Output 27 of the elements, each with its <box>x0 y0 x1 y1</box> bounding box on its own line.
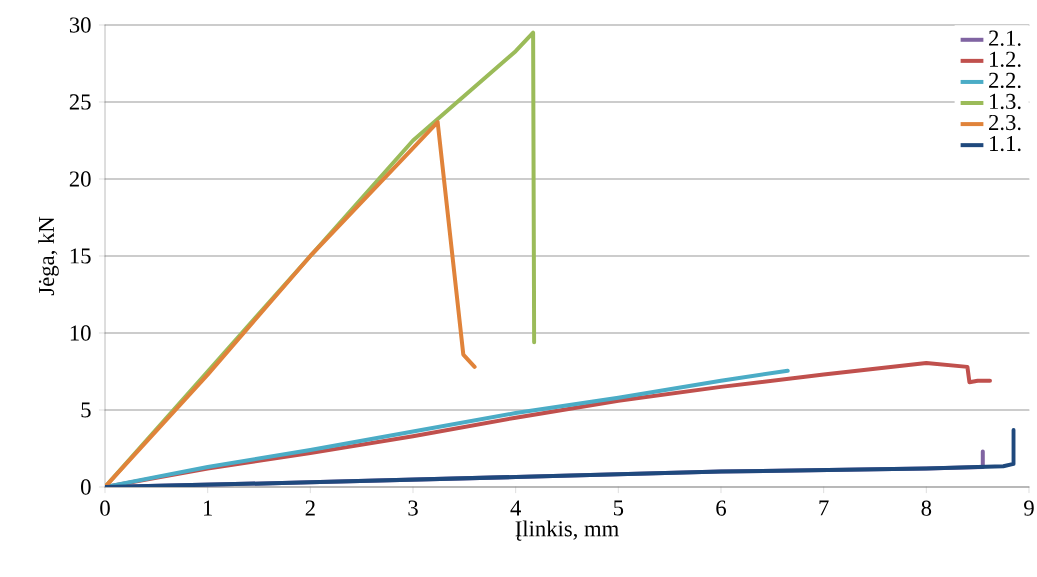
x-tick-label: 3 <box>408 500 418 516</box>
y-tick-label: 0 <box>81 479 91 495</box>
x-tick-label: 8 <box>921 500 932 516</box>
y-tick-label: 30 <box>69 17 91 33</box>
y-tick-label: 20 <box>69 171 91 187</box>
legend-label: 2.2. <box>989 72 1021 89</box>
legend-label: 1.1. <box>990 135 1021 152</box>
y-tick-label: 25 <box>69 94 91 110</box>
x-tick-label: 5 <box>613 500 624 516</box>
line-series <box>105 428 1016 487</box>
x-tick-label: 7 <box>819 500 829 516</box>
x-axis-title: Įlinkis, mm <box>515 520 619 541</box>
legend-label: 2.1. <box>989 30 1021 46</box>
x-tick-label: 2 <box>305 500 315 516</box>
x-tick-label: 0 <box>100 500 110 516</box>
y-axis-title: Jėga, kN <box>38 216 59 296</box>
y-tick-label: 10 <box>70 325 91 341</box>
x-tick-label: 1 <box>203 500 212 516</box>
legend-label: 1.2. <box>990 51 1021 67</box>
x-tick-label: 4 <box>510 500 521 516</box>
y-tick-label: 5 <box>81 402 91 418</box>
x-tick-label: 9 <box>1024 500 1034 516</box>
y-tick-label: 15 <box>70 248 91 264</box>
legend-label: 2.3. <box>989 114 1021 131</box>
legend-label: 1.3. <box>990 93 1021 110</box>
line-series <box>105 120 477 487</box>
x-tick-label: 6 <box>716 500 726 516</box>
